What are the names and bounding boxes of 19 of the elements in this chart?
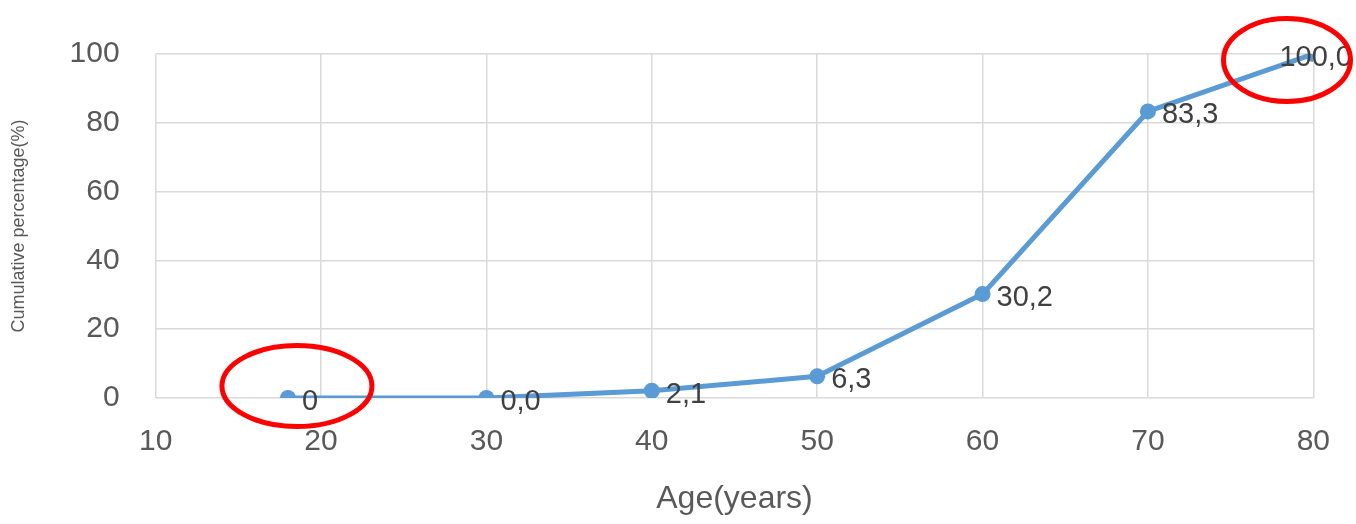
x-tick-label: 80 — [1296, 423, 1330, 457]
y-tick-label: 80 — [86, 104, 120, 138]
x-tick-label: 10 — [138, 423, 173, 457]
y-tick-label: 40 — [86, 241, 120, 275]
x-tick-label: 40 — [635, 423, 669, 457]
y-axis-title: Cumulative percentage(%) — [7, 119, 28, 333]
y-tick-label: 20 — [86, 310, 120, 344]
x-axis-title: Age(years) — [656, 478, 813, 515]
y-tick-label: 100 — [69, 35, 120, 69]
data-label: 30,2 — [996, 280, 1054, 313]
y-tick-label: 0 — [102, 379, 120, 413]
x-tick-label: 30 — [469, 423, 504, 457]
x-tick-label: 50 — [800, 423, 834, 457]
x-tick-label: 20 — [304, 423, 338, 457]
data-label: 6,3 — [831, 362, 872, 395]
data-label: 83,3 — [1161, 97, 1219, 130]
x-tick-label: 60 — [965, 423, 1000, 457]
y-tick-label: 60 — [86, 172, 120, 206]
x-tick-label: 70 — [1131, 423, 1165, 457]
